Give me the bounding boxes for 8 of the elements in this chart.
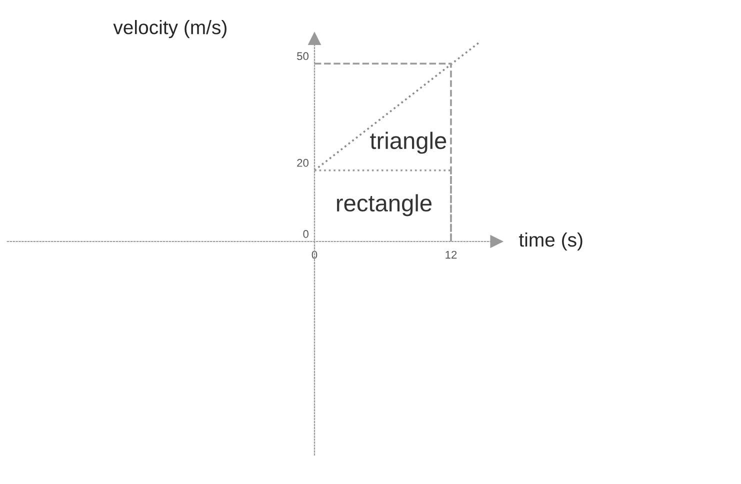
- x-axis-title: time (s): [518, 232, 582, 251]
- y-tick-label: 20: [297, 158, 309, 167]
- x-tick-label: 12: [446, 250, 457, 259]
- y-axis-title: velocity (m/s): [113, 20, 226, 38]
- y-tick-label: 50: [297, 52, 309, 60]
- annotation: rectangle: [336, 194, 432, 216]
- annotation: triangle: [370, 132, 446, 154]
- y-tick-label: 0: [303, 230, 309, 238]
